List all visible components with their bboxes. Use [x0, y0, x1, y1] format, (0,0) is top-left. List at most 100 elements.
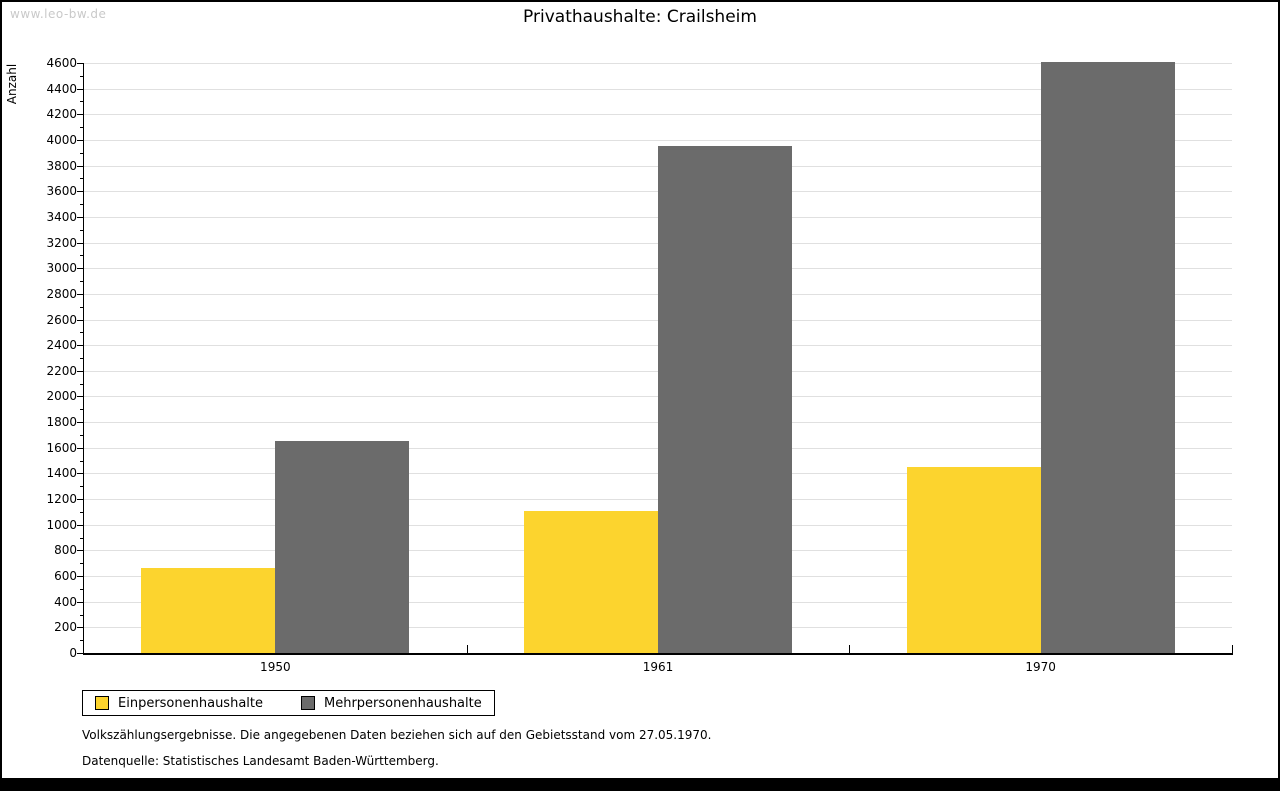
y-minor-tick — [80, 588, 84, 590]
bar-mehrpersonenhaushalte-1950 — [275, 440, 410, 653]
legend-label: Einpersonenhaushalte — [118, 695, 263, 711]
y-tick-label: 600 — [54, 569, 77, 584]
y-tick-label: 400 — [54, 594, 77, 609]
y-minor-tick — [80, 101, 84, 103]
y-minor-tick — [80, 281, 84, 283]
y-minor-tick — [80, 486, 84, 488]
y-minor-tick — [80, 178, 84, 180]
x-tick-label: 1950 — [260, 660, 291, 674]
y-major-tick — [77, 216, 84, 218]
y-minor-tick — [80, 75, 84, 77]
y-minor-tick — [80, 460, 84, 462]
gridline — [84, 63, 1232, 64]
y-tick-label: 1200 — [46, 492, 77, 507]
y-tick-label: 3800 — [46, 158, 77, 173]
y-tick-label: 3200 — [46, 235, 77, 250]
legend-item-einpersonenhaushalte: Einpersonenhaushalte — [95, 696, 263, 711]
bar-einpersonenhaushalte-1970 — [906, 467, 1041, 653]
y-minor-tick — [80, 127, 84, 129]
footnote-census: Volkszählungsergebnisse. Die angegebenen… — [82, 728, 712, 742]
y-major-tick — [77, 576, 84, 578]
x-axis-end-tick — [1232, 645, 1233, 653]
y-minor-tick — [80, 614, 84, 616]
y-major-tick — [77, 114, 84, 116]
y-major-tick — [77, 191, 84, 193]
y-tick-label: 0 — [69, 646, 77, 660]
gridline — [84, 139, 1232, 141]
legend-swatch-gray — [301, 696, 315, 710]
legend-swatch-yellow — [95, 696, 109, 710]
y-minor-tick — [80, 306, 84, 308]
y-tick-label: 1600 — [46, 440, 77, 455]
y-major-tick — [77, 524, 84, 526]
y-major-tick — [77, 242, 84, 244]
y-minor-tick — [80, 152, 84, 154]
y-minor-tick — [80, 332, 84, 334]
y-tick-label: 2200 — [46, 363, 77, 378]
bar-einpersonenhaushalte-1961 — [524, 510, 658, 653]
y-tick-label: 3600 — [46, 184, 77, 199]
y-minor-tick — [80, 358, 84, 359]
y-major-tick — [77, 370, 84, 372]
y-minor-tick — [80, 434, 84, 436]
y-tick-label: 4200 — [46, 107, 77, 122]
bar-einpersonenhaushalte-1950 — [141, 568, 276, 653]
y-minor-tick — [80, 537, 84, 539]
y-minor-tick — [80, 255, 84, 257]
y-tick-label: 3400 — [46, 209, 77, 224]
y-major-tick — [77, 319, 84, 321]
y-tick-label: 200 — [54, 620, 77, 635]
y-axis-title: Anzahl — [5, 63, 19, 105]
y-major-tick — [77, 268, 84, 270]
x-separator-tick — [466, 645, 468, 653]
legend-item-mehrpersonenhaushalte: Mehrpersonenhaushalte — [301, 696, 482, 711]
y-tick-label: 2600 — [46, 312, 77, 327]
y-major-tick — [77, 550, 84, 552]
y-major-tick — [77, 422, 84, 424]
y-tick-label: 2400 — [46, 338, 77, 353]
y-major-tick — [77, 165, 84, 167]
y-minor-tick — [80, 563, 84, 565]
y-major-tick — [77, 447, 84, 449]
y-major-tick — [77, 63, 84, 64]
page-title: Privathaushalte: Crailsheim — [523, 7, 757, 27]
footnote-source: Datenquelle: Statistisches Landesamt Bad… — [82, 754, 439, 768]
bar-mehrpersonenhaushalte-1970 — [1040, 61, 1175, 653]
y-major-tick — [77, 499, 84, 501]
bar-mehrpersonenhaushalte-1961 — [658, 146, 792, 653]
gridline — [84, 114, 1232, 116]
y-major-tick — [77, 293, 84, 295]
x-axis-line — [83, 653, 1233, 655]
y-major-tick — [77, 601, 84, 603]
y-axis-line — [83, 63, 84, 654]
y-minor-tick — [80, 511, 84, 513]
legend: Einpersonenhaushalte Mehrpersonenhaushal… — [82, 690, 495, 716]
x-tick-label: 1961 — [642, 660, 674, 674]
gridline — [84, 88, 1232, 90]
y-major-tick — [77, 345, 84, 347]
y-major-tick — [77, 139, 84, 141]
y-minor-tick — [80, 229, 84, 231]
y-tick-label: 4600 — [46, 56, 77, 70]
x-separator-tick — [849, 645, 851, 653]
y-tick-label: 1000 — [46, 517, 77, 532]
y-tick-label: 4400 — [46, 81, 77, 96]
y-major-tick — [77, 88, 84, 90]
x-tick-label: 1970 — [1025, 660, 1056, 674]
y-tick-label: 2800 — [46, 286, 77, 301]
bottom-black-bar — [2, 778, 1278, 789]
y-minor-tick — [80, 383, 84, 385]
legend-label: Mehrpersonenhaushalte — [324, 695, 482, 711]
y-major-tick — [77, 396, 84, 398]
y-tick-label: 1400 — [46, 466, 77, 481]
y-minor-tick — [80, 640, 84, 642]
watermark: www.leo-bw.de — [10, 7, 107, 21]
y-tick-label: 2000 — [46, 389, 77, 404]
y-tick-label: 1800 — [46, 415, 77, 430]
y-major-tick — [77, 653, 84, 654]
y-tick-label: 4000 — [46, 132, 77, 147]
y-tick-label: 3000 — [46, 261, 77, 276]
y-tick-label: 800 — [54, 543, 77, 558]
y-minor-tick — [80, 204, 84, 206]
